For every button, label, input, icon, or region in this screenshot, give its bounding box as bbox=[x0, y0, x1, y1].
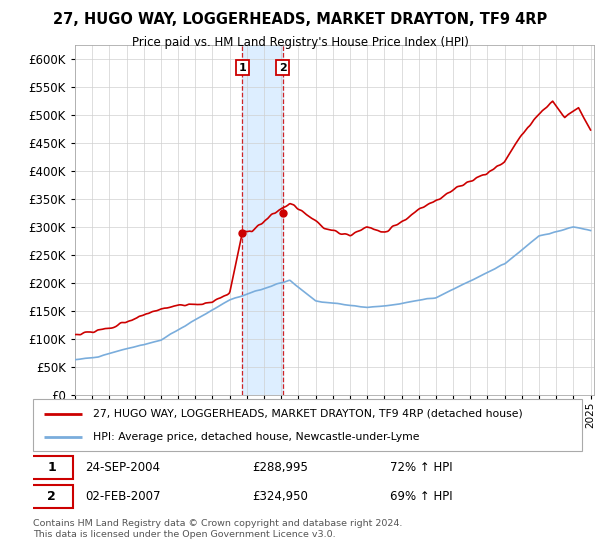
Text: 1: 1 bbox=[238, 63, 246, 73]
Text: Price paid vs. HM Land Registry's House Price Index (HPI): Price paid vs. HM Land Registry's House … bbox=[131, 36, 469, 49]
Text: 2: 2 bbox=[279, 63, 287, 73]
Text: £324,950: £324,950 bbox=[253, 490, 308, 503]
Text: 24-SEP-2004: 24-SEP-2004 bbox=[85, 461, 160, 474]
Text: 27, HUGO WAY, LOGGERHEADS, MARKET DRAYTON, TF9 4RP: 27, HUGO WAY, LOGGERHEADS, MARKET DRAYTO… bbox=[53, 12, 547, 27]
Text: 2: 2 bbox=[47, 490, 56, 503]
FancyBboxPatch shape bbox=[30, 485, 73, 508]
Text: Contains HM Land Registry data © Crown copyright and database right 2024.
This d: Contains HM Land Registry data © Crown c… bbox=[33, 519, 403, 539]
Text: 02-FEB-2007: 02-FEB-2007 bbox=[85, 490, 161, 503]
FancyBboxPatch shape bbox=[33, 399, 582, 451]
Text: 72% ↑ HPI: 72% ↑ HPI bbox=[390, 461, 452, 474]
Text: £288,995: £288,995 bbox=[253, 461, 308, 474]
Text: 1: 1 bbox=[47, 461, 56, 474]
Text: 69% ↑ HPI: 69% ↑ HPI bbox=[390, 490, 452, 503]
Bar bbox=[242, 45, 283, 395]
Text: HPI: Average price, detached house, Newcastle-under-Lyme: HPI: Average price, detached house, Newc… bbox=[94, 432, 420, 442]
Text: 27, HUGO WAY, LOGGERHEADS, MARKET DRAYTON, TF9 4RP (detached house): 27, HUGO WAY, LOGGERHEADS, MARKET DRAYTO… bbox=[94, 409, 523, 419]
FancyBboxPatch shape bbox=[30, 456, 73, 479]
